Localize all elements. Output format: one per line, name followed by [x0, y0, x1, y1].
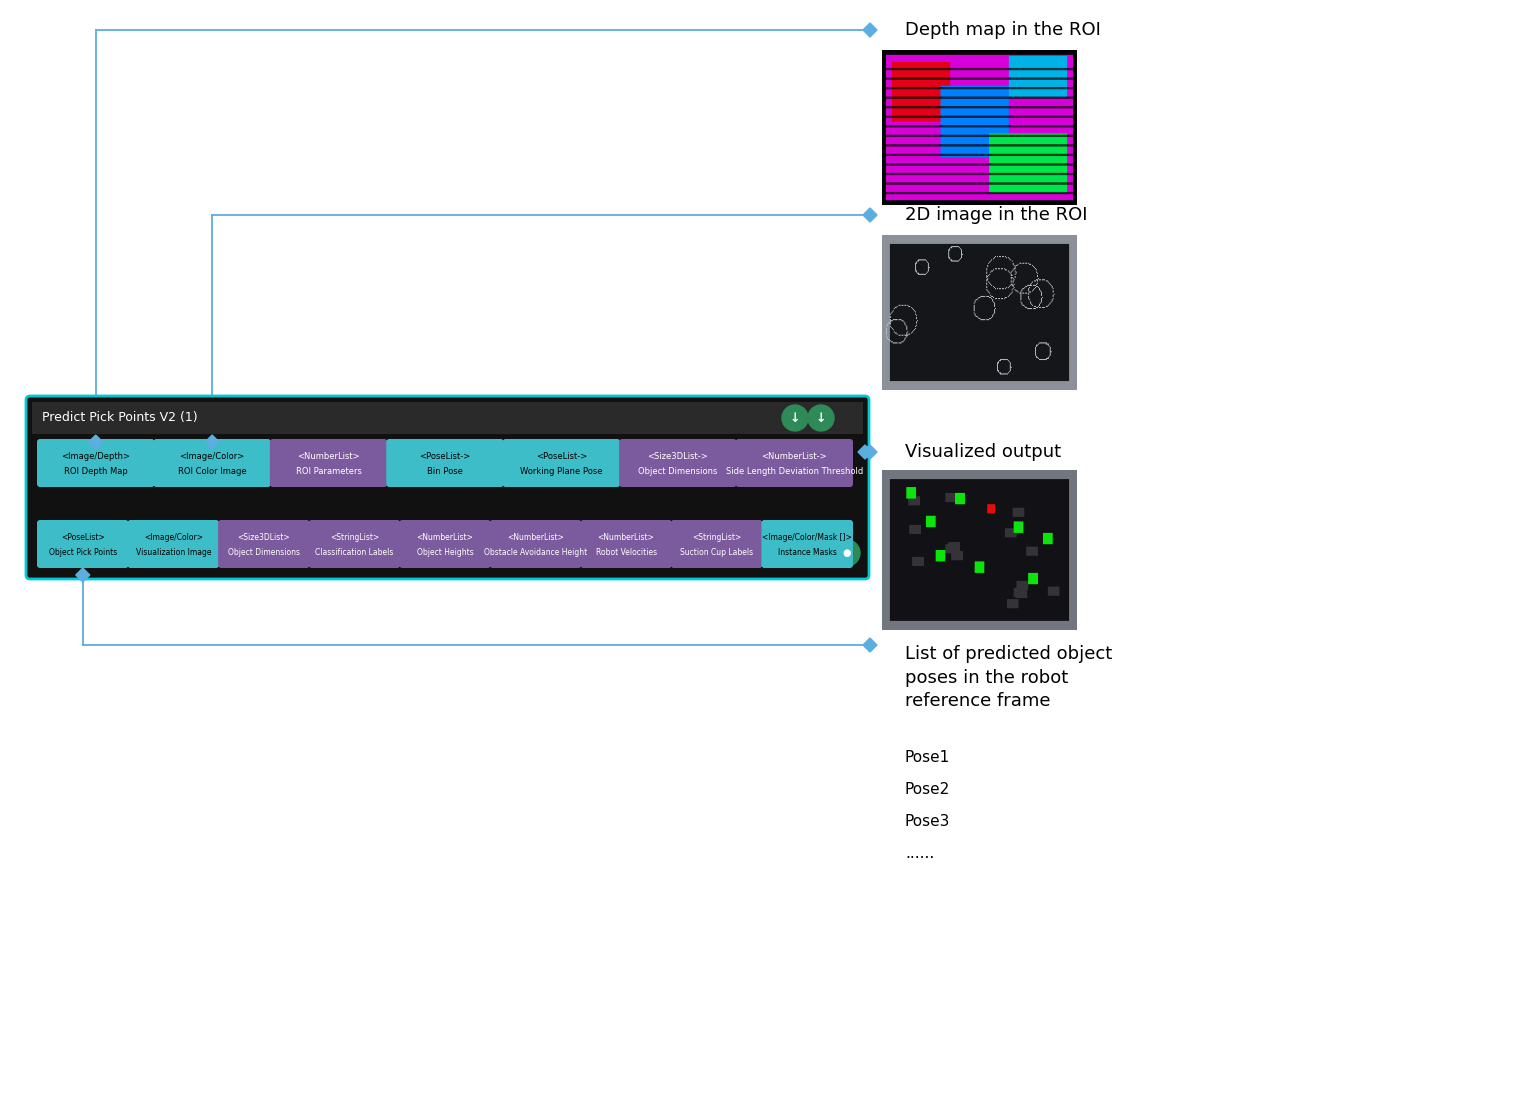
Text: <PoseList->: <PoseList-> — [420, 452, 470, 461]
FancyBboxPatch shape — [581, 520, 673, 568]
FancyBboxPatch shape — [490, 520, 581, 568]
FancyBboxPatch shape — [619, 439, 737, 487]
Text: Pose3: Pose3 — [905, 814, 950, 830]
FancyBboxPatch shape — [270, 439, 388, 487]
FancyBboxPatch shape — [308, 520, 400, 568]
Text: ......: ...... — [905, 846, 935, 860]
Text: Working Plane Pose: Working Plane Pose — [521, 467, 602, 476]
FancyBboxPatch shape — [127, 520, 219, 568]
Text: <PoseList->: <PoseList-> — [536, 452, 587, 461]
Text: ROI Parameters: ROI Parameters — [296, 467, 362, 476]
Text: Depth map in the ROI: Depth map in the ROI — [905, 21, 1102, 39]
FancyBboxPatch shape — [218, 520, 309, 568]
FancyBboxPatch shape — [37, 439, 155, 487]
Text: Visualized output: Visualized output — [905, 444, 1062, 461]
Text: Pose1: Pose1 — [905, 750, 950, 765]
Text: Object Dimensions: Object Dimensions — [228, 547, 300, 557]
Text: Bin Pose: Bin Pose — [427, 467, 463, 476]
FancyBboxPatch shape — [502, 439, 620, 487]
Circle shape — [833, 540, 859, 566]
Text: <Size3DList->: <Size3DList-> — [648, 452, 708, 461]
Polygon shape — [858, 445, 872, 459]
Text: Pose2: Pose2 — [905, 782, 950, 797]
FancyBboxPatch shape — [735, 439, 853, 487]
Text: Instance Masks: Instance Masks — [778, 547, 836, 557]
Text: ROI Depth Map: ROI Depth Map — [64, 467, 127, 476]
Bar — [32, 401, 863, 434]
Polygon shape — [75, 568, 90, 582]
Polygon shape — [863, 638, 876, 653]
Text: Robot Velocities: Robot Velocities — [596, 547, 657, 557]
Text: <NumberList>: <NumberList> — [417, 533, 473, 542]
Text: Object Heights: Object Heights — [417, 547, 473, 557]
Text: List of predicted object
poses in the robot
reference frame: List of predicted object poses in the ro… — [905, 645, 1112, 710]
Text: <NumberList>: <NumberList> — [507, 533, 564, 542]
FancyBboxPatch shape — [400, 520, 490, 568]
Text: ●: ● — [843, 547, 852, 559]
Text: Object Pick Points: Object Pick Points — [49, 547, 116, 557]
Text: <Image/Color>: <Image/Color> — [179, 452, 245, 461]
Text: ROI Color Image: ROI Color Image — [178, 467, 247, 476]
Circle shape — [781, 405, 807, 431]
FancyBboxPatch shape — [26, 396, 869, 580]
Text: <Size3DList>: <Size3DList> — [237, 533, 290, 542]
Text: <Image/Color/Mask []>: <Image/Color/Mask []> — [763, 533, 852, 542]
Polygon shape — [863, 445, 876, 459]
Text: ↓: ↓ — [791, 411, 800, 425]
Text: <NumberList->: <NumberList-> — [761, 452, 827, 461]
Text: <NumberList>: <NumberList> — [597, 533, 654, 542]
Circle shape — [807, 405, 833, 431]
Text: <Image/Depth>: <Image/Depth> — [61, 452, 130, 461]
Text: Classification Labels: Classification Labels — [316, 547, 394, 557]
Text: <PoseList>: <PoseList> — [61, 533, 104, 542]
Polygon shape — [863, 23, 876, 36]
FancyBboxPatch shape — [386, 439, 504, 487]
Text: <StringList>: <StringList> — [329, 533, 378, 542]
Text: Obstacle Avoidance Height: Obstacle Avoidance Height — [484, 547, 587, 557]
FancyBboxPatch shape — [153, 439, 271, 487]
Text: Suction Cup Labels: Suction Cup Labels — [680, 547, 754, 557]
Text: <Image/Color>: <Image/Color> — [144, 533, 202, 542]
Polygon shape — [863, 208, 876, 222]
Text: ↓: ↓ — [815, 411, 826, 425]
Polygon shape — [89, 435, 103, 449]
FancyBboxPatch shape — [671, 520, 763, 568]
Text: Visualization Image: Visualization Image — [136, 547, 211, 557]
FancyBboxPatch shape — [37, 520, 129, 568]
Text: Side Length Deviation Threshold: Side Length Deviation Threshold — [726, 467, 863, 476]
Text: Predict Pick Points V2 (1): Predict Pick Points V2 (1) — [41, 411, 198, 425]
Text: 2D image in the ROI: 2D image in the ROI — [905, 206, 1088, 225]
Text: <StringList>: <StringList> — [692, 533, 741, 542]
Text: Object Dimensions: Object Dimensions — [639, 467, 717, 476]
Polygon shape — [205, 435, 219, 449]
FancyBboxPatch shape — [761, 520, 853, 568]
Text: <NumberList>: <NumberList> — [297, 452, 360, 461]
